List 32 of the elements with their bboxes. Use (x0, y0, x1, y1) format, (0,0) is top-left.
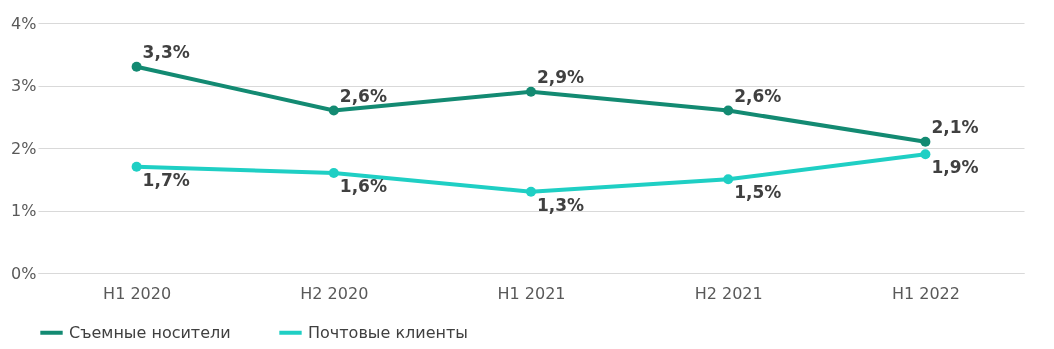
data-label: 1,7% (142, 169, 190, 190)
y-tick-label: 1% (11, 201, 37, 220)
point (920, 136, 931, 147)
data-label: 2,9% (537, 66, 585, 87)
data-label: 2,1% (931, 116, 979, 137)
y-tick-label: 3% (11, 76, 37, 95)
legend-label: Почтовые клиенты (308, 322, 468, 342)
point (328, 105, 339, 116)
y-tick-label: 2% (11, 138, 37, 158)
point (526, 186, 536, 197)
data-label: 2,6% (339, 85, 387, 106)
point (328, 168, 339, 178)
point (920, 149, 931, 160)
legend-label: Съемные носители (69, 322, 231, 342)
y-tick-label: 0% (11, 263, 37, 283)
x-tick-label: H1 2020 (103, 283, 172, 303)
x-tick-label: H2 2021 (694, 283, 763, 303)
point (131, 61, 142, 72)
point (131, 161, 142, 172)
x-tick-label: H2 2020 (300, 283, 369, 303)
x-tick-label: H1 2021 (497, 283, 566, 303)
y-tick-label: 4% (11, 13, 37, 33)
data-label: 1,6% (339, 176, 387, 196)
data-label: 1,3% (537, 194, 585, 215)
point (723, 105, 734, 116)
point (723, 174, 734, 185)
data-label: 1,9% (931, 157, 979, 178)
data-label: 2,6% (734, 85, 782, 106)
data-label: 3,3% (142, 41, 190, 62)
point (526, 86, 536, 97)
data-label: 1,5% (734, 182, 782, 203)
x-tick-label: H1 2022 (891, 283, 960, 303)
